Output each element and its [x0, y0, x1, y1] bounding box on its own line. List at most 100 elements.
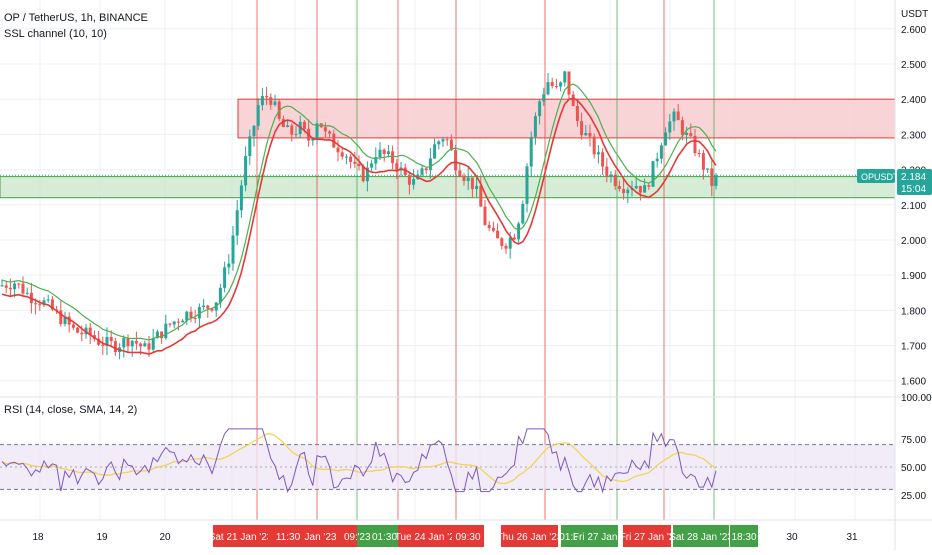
candle-body: [323, 127, 327, 132]
candle-body: [512, 237, 516, 240]
candle-body: [164, 323, 168, 339]
candle-body: [374, 157, 378, 164]
candle-body: [286, 125, 290, 128]
price-tag-countdown: 15:04: [901, 184, 926, 195]
time-marker-text: '23: [357, 532, 370, 543]
time-marker-label[interactable]: Tue 24 Jan '23: [395, 525, 461, 547]
candle-body: [588, 132, 592, 137]
time-marker-text: 11:30: [276, 532, 301, 543]
time-marker-label[interactable]: 18:30: [730, 525, 758, 547]
candle-body: [365, 167, 369, 182]
time-marker-text: 09:30: [455, 532, 480, 543]
candle-body: [706, 168, 710, 170]
candle-body: [617, 186, 621, 189]
candle-body: [651, 161, 655, 187]
time-marker-label[interactable]: 11:30: [268, 525, 308, 547]
candle-body: [122, 338, 126, 348]
rsi-line: [1, 428, 717, 494]
candle-body: [370, 163, 374, 168]
candle-body: [613, 174, 617, 187]
candle-body: [185, 311, 189, 321]
candle-body: [210, 308, 214, 311]
candle-body: [542, 94, 546, 102]
candle-body: [638, 185, 642, 193]
candle-body: [496, 230, 500, 239]
candle-body: [42, 300, 46, 306]
time-marker-text: Sat 28 Jan '23: [669, 532, 733, 543]
candle-body: [701, 153, 705, 170]
time-marker-text: 18:30: [731, 532, 756, 543]
candle-body: [697, 153, 701, 155]
candle-body: [17, 283, 21, 285]
candle-body: [281, 118, 285, 128]
time-marker-label[interactable]: Sat 21 Jan '23: [209, 525, 273, 547]
time-marker-text: Fri 27 Jan ': [573, 532, 622, 543]
time-tick-label: 31: [846, 532, 858, 543]
candle-body: [244, 156, 248, 186]
candle-body: [517, 223, 521, 240]
price-tick-label: 1.700: [901, 342, 926, 353]
candle-body: [239, 185, 243, 211]
time-marker-bg: [371, 525, 398, 547]
time-marker-label[interactable]: Sat 28 Jan '23: [669, 525, 733, 547]
candle-body: [344, 156, 348, 158]
candle-body: [315, 123, 319, 139]
candle-body: [176, 321, 180, 323]
price-tag-symbol-bg: [857, 169, 895, 183]
candle-body: [487, 225, 491, 228]
price-tag-bg: [897, 169, 932, 195]
candle-body: [550, 82, 554, 87]
candle-body: [475, 185, 479, 190]
candle-body: [168, 323, 172, 325]
time-marker-bg: [623, 525, 671, 547]
time-marker-label[interactable]: Fri 27 Jan ': [573, 525, 622, 547]
currency-label: USDT: [901, 9, 929, 20]
time-marker-label[interactable]: 01:3: [559, 525, 579, 547]
price-tick-label: 1.600: [901, 377, 926, 388]
candle-body: [105, 337, 109, 346]
time-marker-bg: [501, 525, 558, 547]
candle-body: [643, 185, 647, 193]
time-marker-text: Tue 24 Jan '23: [395, 532, 461, 543]
ssl-down-line: [1, 97, 717, 355]
candle-body: [328, 131, 332, 134]
candle-body: [294, 133, 298, 135]
ssl-indicator-legend[interactable]: SSL channel (10, 10): [4, 28, 107, 40]
candle-body: [596, 152, 600, 155]
candle-body: [227, 263, 231, 268]
price-tick-label: 2.100: [901, 201, 926, 212]
candle-body: [269, 97, 273, 105]
candle-body: [403, 167, 407, 176]
time-marker-bg: [561, 525, 577, 547]
time-marker-bg: [673, 525, 729, 547]
time-marker-bg: [213, 525, 268, 547]
candle-body: [538, 101, 542, 117]
candle-body: [361, 166, 365, 182]
candle-body: [655, 158, 659, 162]
time-marker-label[interactable]: Jan '23: [301, 525, 340, 547]
candle-body: [533, 116, 537, 137]
time-marker-label[interactable]: 09:30: [452, 525, 484, 547]
candle-body: [428, 158, 432, 171]
candle-body: [525, 166, 529, 204]
candle-body: [260, 96, 264, 106]
candle-body: [235, 210, 239, 236]
rsi-indicator-legend[interactable]: RSI (14, close, SMA, 14, 2): [4, 404, 138, 416]
time-marker-text: Thu 26 Jan '23: [497, 532, 563, 543]
time-marker-label[interactable]: Fri 27 Jan '2: [620, 525, 675, 547]
time-marker-label[interactable]: '23: [357, 525, 371, 547]
time-marker-text: 01:3: [559, 532, 579, 543]
candle-body: [189, 311, 193, 318]
candle-body: [13, 283, 17, 290]
candle-body: [151, 338, 155, 350]
candle-body: [21, 283, 25, 294]
time-marker-text: 09:30: [344, 532, 369, 543]
rsi-tick-label: 100.00: [901, 393, 932, 404]
candle-body: [567, 71, 571, 95]
symbol-legend[interactable]: OP / TetherUS, 1h, BINANCE: [4, 12, 148, 24]
time-marker-label[interactable]: 01:30: [371, 525, 398, 547]
time-marker-label[interactable]: Thu 26 Jan '23: [497, 525, 563, 547]
